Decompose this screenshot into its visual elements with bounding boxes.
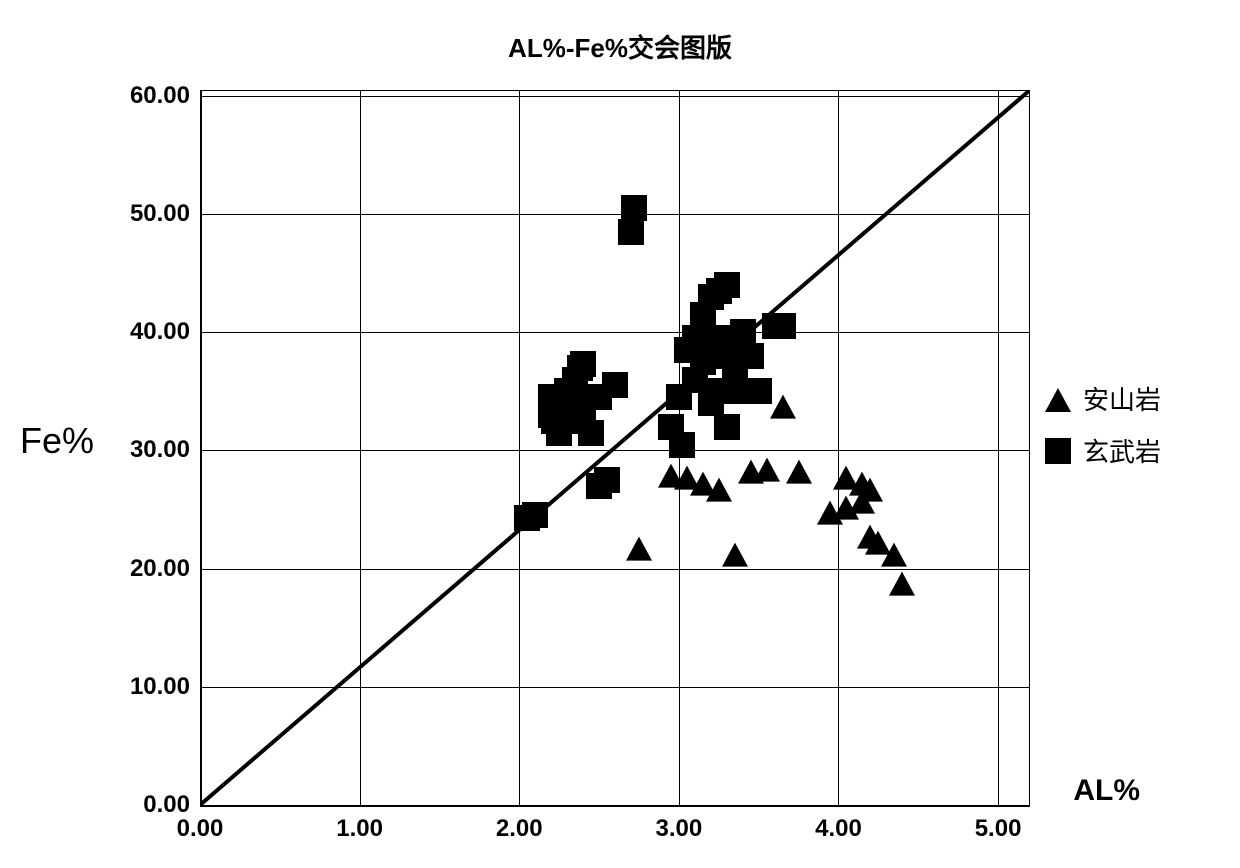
gridline-horizontal bbox=[200, 687, 1030, 688]
data-point-basalt bbox=[578, 420, 604, 446]
gridline-vertical bbox=[519, 90, 520, 805]
x-tick-label: 3.00 bbox=[655, 815, 702, 843]
gridline-vertical bbox=[998, 90, 999, 805]
legend-label: 安山岩 bbox=[1083, 380, 1161, 417]
trend-line bbox=[200, 90, 1030, 805]
data-point-basalt bbox=[714, 272, 740, 298]
data-point-basalt bbox=[570, 351, 596, 377]
data-point-basalt bbox=[618, 219, 644, 245]
data-point-basalt bbox=[738, 343, 764, 369]
gridline-vertical bbox=[838, 90, 839, 805]
y-tick-label: 10.00 bbox=[130, 673, 190, 701]
data-point-basalt bbox=[706, 378, 732, 404]
plot-area: 0.0010.0020.0030.0040.0050.0060.000.001.… bbox=[200, 90, 1030, 805]
gridline-horizontal bbox=[200, 569, 1030, 570]
chart-title: AL%-Fe%交会图版 bbox=[0, 28, 1240, 65]
y-tick-label: 40.00 bbox=[130, 318, 190, 346]
x-axis-label: AL% bbox=[1073, 774, 1140, 808]
data-point-basalt bbox=[746, 378, 772, 404]
gridline-horizontal bbox=[200, 96, 1030, 97]
x-tick-label: 4.00 bbox=[815, 815, 862, 843]
data-point-basalt bbox=[594, 467, 620, 493]
data-point-andesite bbox=[881, 542, 907, 566]
data-point-basalt bbox=[621, 195, 647, 221]
data-point-basalt bbox=[602, 372, 628, 398]
data-point-andesite bbox=[754, 457, 780, 481]
gridline-horizontal bbox=[200, 450, 1030, 451]
legend: 安山岩 玄武岩 bbox=[1045, 380, 1161, 484]
legend-item-andesite: 安山岩 bbox=[1045, 380, 1161, 417]
data-point-andesite bbox=[722, 542, 748, 566]
data-point-basalt bbox=[682, 325, 708, 351]
x-tick-label: 2.00 bbox=[496, 815, 543, 843]
data-point-andesite bbox=[770, 395, 796, 419]
plot-border-top bbox=[200, 90, 1030, 91]
gridline-vertical bbox=[200, 90, 202, 805]
data-point-andesite bbox=[889, 572, 915, 596]
square-icon bbox=[1045, 438, 1071, 464]
data-point-basalt bbox=[770, 313, 796, 339]
gridline-vertical bbox=[360, 90, 361, 805]
x-tick-label: 5.00 bbox=[975, 815, 1022, 843]
y-axis-label: Fe% bbox=[20, 420, 94, 462]
data-point-andesite bbox=[857, 477, 883, 501]
legend-label: 玄武岩 bbox=[1083, 432, 1161, 469]
x-tick-label: 0.00 bbox=[177, 815, 224, 843]
data-point-basalt bbox=[730, 319, 756, 345]
data-point-andesite bbox=[626, 537, 652, 561]
data-point-andesite bbox=[706, 477, 732, 501]
gridline-horizontal bbox=[200, 214, 1030, 215]
data-point-basalt bbox=[714, 414, 740, 440]
gridline-horizontal bbox=[200, 332, 1030, 333]
data-point-basalt bbox=[522, 502, 548, 528]
y-tick-label: 60.00 bbox=[130, 82, 190, 110]
legend-item-basalt: 玄武岩 bbox=[1045, 432, 1161, 469]
data-point-basalt bbox=[690, 349, 716, 375]
y-tick-label: 50.00 bbox=[130, 200, 190, 228]
y-tick-label: 20.00 bbox=[130, 555, 190, 583]
plot-border-right bbox=[1029, 90, 1030, 805]
data-point-basalt bbox=[669, 432, 695, 458]
y-tick-label: 30.00 bbox=[130, 436, 190, 464]
x-tick-label: 1.00 bbox=[336, 815, 383, 843]
data-point-andesite bbox=[786, 460, 812, 484]
triangle-icon bbox=[1045, 386, 1071, 412]
gridline-horizontal bbox=[200, 805, 1030, 807]
